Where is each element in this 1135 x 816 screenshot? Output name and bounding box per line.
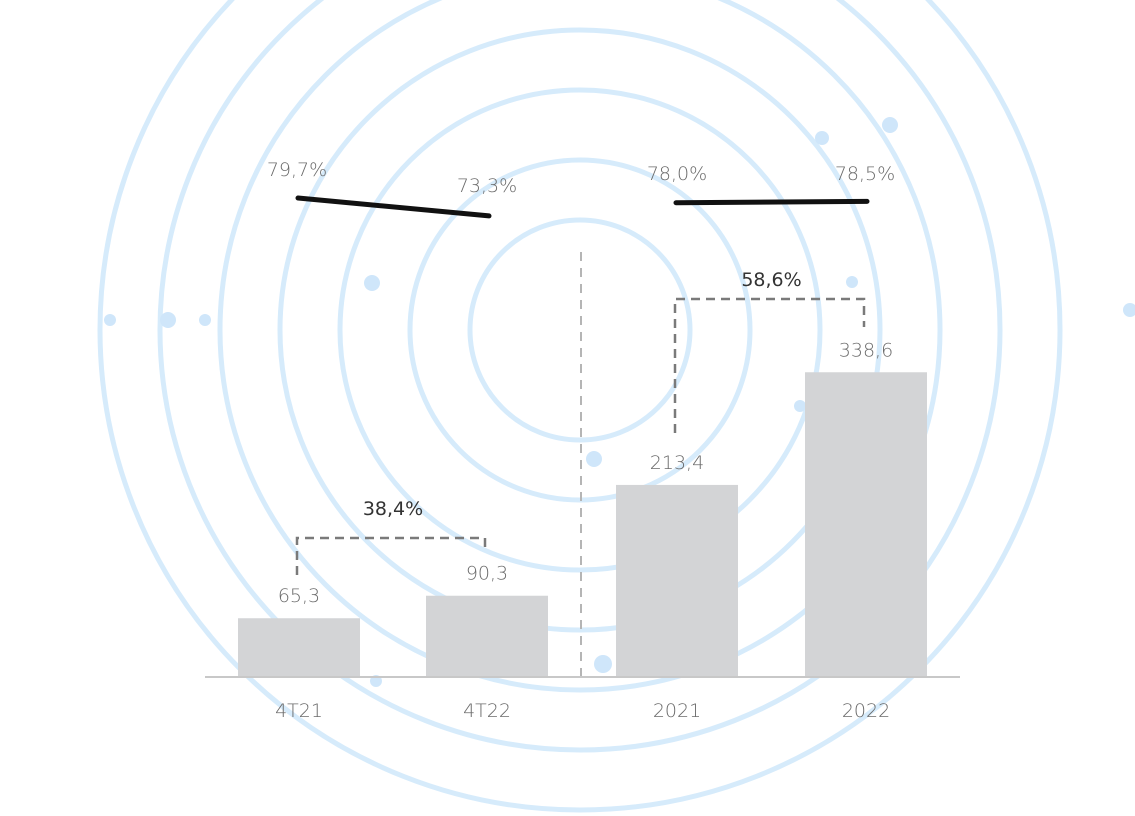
bar-2021	[616, 484, 738, 677]
margin-label: 79,7%	[267, 159, 327, 181]
margin-label: 78,0%	[647, 163, 707, 185]
bar-value-label: 338,6	[839, 339, 893, 361]
growth-label: 38,4%	[363, 498, 423, 520]
bar-value-label: 65,3	[278, 585, 320, 607]
growth-label: 58,6%	[741, 269, 801, 291]
growth-bracket	[673, 297, 866, 433]
growth-bracket	[295, 536, 487, 575]
x-tick-label: 4T22	[463, 700, 511, 722]
margin-line	[673, 198, 870, 206]
bar-value-label: 213,4	[650, 452, 704, 474]
margin-label: 78,5%	[835, 163, 895, 185]
x-tick-label: 4T21	[275, 700, 323, 722]
bar-4T22	[426, 595, 548, 677]
x-tick-label: 2022	[842, 700, 890, 722]
margin-label: 73,3%	[457, 175, 517, 197]
bar-2022	[805, 372, 927, 677]
bar-value-label: 90,3	[466, 563, 508, 585]
bar-4T21	[238, 618, 360, 677]
margin-line	[295, 195, 492, 219]
x-tick-label: 2021	[653, 700, 701, 722]
